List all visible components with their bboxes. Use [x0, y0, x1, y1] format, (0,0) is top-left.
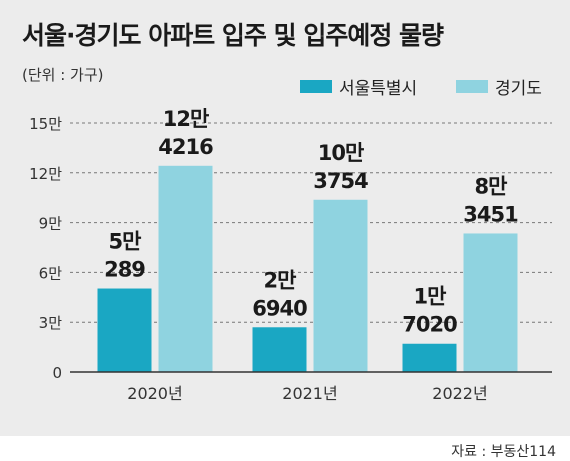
bar-gyeonggi [313, 199, 368, 372]
bar-seoul [97, 288, 152, 372]
legend-item-seoul: 서울특별시 [300, 76, 418, 99]
y-tick-label: 6만 [39, 264, 63, 282]
bar-chart: 0 3만 6만 9만 12만 15만 5만 289 2만 6940 1만 7020 12만 4216 10만… [29, 107, 552, 403]
bar-gyeonggi [463, 233, 518, 372]
legend-swatch-gyeonggi [456, 79, 488, 93]
y-tick-label: 3만 [39, 314, 63, 332]
x-tick-label: 2020년 [127, 384, 182, 403]
bar-gyeonggi [158, 165, 213, 372]
data-label: 3451 [463, 202, 518, 226]
y-tick-label: 0 [52, 364, 62, 382]
data-label: 12만 [163, 107, 209, 131]
chart-title: 서울·경기도 아파트 입주 및 입주예정 물량 [22, 21, 444, 50]
data-label: 4216 [158, 135, 213, 159]
y-tick-label: 15만 [29, 115, 62, 133]
data-label: 7020 [402, 313, 457, 337]
data-label: 6940 [252, 296, 307, 320]
data-label: 289 [104, 258, 145, 282]
bar-seoul [252, 327, 307, 372]
data-label: 10만 [318, 141, 364, 165]
legend-item-gyeonggi: 경기도 [456, 76, 542, 99]
bar-seoul [402, 343, 457, 372]
data-label: 2만 [264, 268, 297, 292]
x-tick-label: 2021년 [282, 384, 337, 403]
source-note: 자료 : 부동산114 [451, 444, 556, 460]
x-tick-label: 2022년 [432, 384, 487, 403]
data-label: 5만 [109, 230, 142, 254]
legend-swatch-seoul [300, 79, 332, 93]
legend-label-gyeonggi: 경기도 [495, 78, 542, 99]
unit-label: (단위 : 가구) [22, 66, 104, 84]
legend-label-seoul: 서울특별시 [339, 78, 418, 99]
data-label: 1만 [414, 285, 447, 309]
y-tick-label: 12만 [29, 165, 62, 183]
y-tick-label: 9만 [39, 215, 63, 233]
data-label: 3754 [313, 169, 368, 193]
data-label: 8만 [475, 174, 508, 198]
